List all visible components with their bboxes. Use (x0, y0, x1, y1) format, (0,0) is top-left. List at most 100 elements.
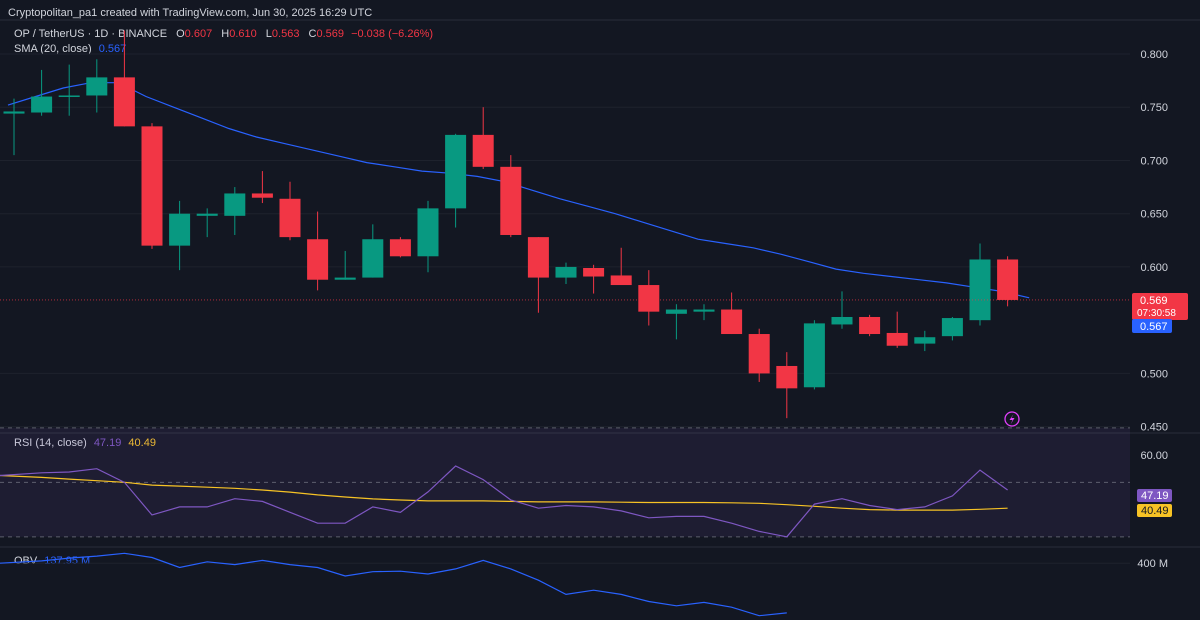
last-price-label: 0.569 (1140, 295, 1168, 307)
candle-body (169, 213, 191, 246)
rsi-tick-label: 60.00 (1140, 450, 1168, 462)
candle (389, 237, 411, 258)
chart-credit: Cryptopolitan_pa1 created with TradingVi… (8, 7, 373, 19)
candle-body (251, 193, 273, 198)
candle-body (3, 111, 25, 114)
low-label: L (265, 28, 272, 40)
price-label-box (1132, 292, 1188, 320)
candle (169, 200, 191, 271)
candle (500, 155, 522, 238)
candle (279, 181, 301, 241)
candle (362, 224, 384, 278)
rsi-line (0, 465, 1008, 538)
candle (555, 262, 577, 284)
candle (997, 256, 1019, 307)
candle-body (610, 275, 632, 286)
high-label: H (221, 28, 230, 40)
candle (583, 264, 605, 294)
candle (472, 107, 494, 169)
candle (610, 247, 632, 286)
candle-body (638, 285, 660, 312)
candle-body (555, 266, 577, 278)
candle (693, 304, 715, 321)
candle-body (445, 134, 467, 209)
candle-body (224, 193, 246, 216)
candle-body (803, 323, 825, 388)
candle (638, 270, 660, 326)
candle (831, 291, 853, 329)
obv-line (0, 552, 787, 617)
candle (86, 59, 108, 113)
rsi-legend[interactable]: RSI (14, close) 47.19 40.49 (14, 437, 156, 449)
candle-body (472, 134, 494, 167)
candle (307, 211, 329, 291)
sma-legend[interactable]: SMA (20, close) 0.567 (14, 43, 126, 55)
price-tick-label: 0.500 (1140, 368, 1168, 380)
symbol-name[interactable]: OP / TetherUS · 1D · BINANCE (14, 28, 168, 40)
price-tick-label: 0.450 (1140, 422, 1168, 434)
candle-body (31, 96, 53, 113)
sma-value: 0.567 (98, 43, 127, 55)
close-label: C (308, 28, 317, 40)
candle (113, 30, 135, 127)
candle (776, 352, 798, 419)
candle-body (86, 77, 108, 96)
candle-body (527, 237, 549, 278)
open-label: O (176, 28, 185, 40)
candle-body (141, 126, 163, 246)
alert-icon (1004, 411, 1020, 427)
candle (886, 311, 908, 348)
rsi-ma-line (0, 474, 1008, 511)
price-tick-label: 0.650 (1140, 209, 1168, 221)
candle-body (334, 277, 356, 280)
obv-tick-label: 400 M (1137, 558, 1168, 570)
candle (196, 208, 218, 238)
candle-body (389, 239, 411, 257)
rsi-value: 47.19 (93, 437, 122, 449)
candle (941, 316, 963, 341)
low-value: 0.563 (271, 28, 300, 40)
candle-body (583, 268, 605, 277)
candle (721, 292, 743, 335)
open-value: 0.607 (184, 28, 213, 40)
candle (969, 243, 991, 326)
sma-price-label: 0.567 (1140, 321, 1168, 333)
rsi-ma-label-box (1137, 504, 1172, 517)
candle (914, 330, 936, 352)
lightning-icon (1009, 414, 1015, 425)
candle (417, 200, 439, 273)
symbol-legend: OP / TetherUS · 1D · BINANCE O0.607 H0.6… (14, 28, 433, 40)
rsi-price-label: 47.19 (1141, 490, 1169, 502)
candle (859, 314, 881, 337)
rsi-band-fill (0, 427, 1130, 537)
candle-body (886, 332, 908, 346)
candle-body (941, 318, 963, 337)
candle-body (196, 213, 218, 216)
candle-body (776, 365, 798, 389)
candle-body (362, 239, 384, 278)
rsi-label-box (1137, 489, 1172, 502)
candle-body (417, 208, 439, 257)
candle (3, 98, 25, 156)
price-tick-label: 0.800 (1140, 49, 1168, 61)
change-value: −0.038 (−6.26%) (351, 28, 434, 40)
candle-body (307, 239, 329, 280)
candle-body (748, 334, 770, 374)
candle-body (113, 77, 135, 127)
candle (748, 328, 770, 382)
candle (665, 304, 687, 340)
sma-label-box (1132, 318, 1172, 333)
candle-body (914, 337, 936, 344)
price-tick-label: 0.750 (1140, 102, 1168, 114)
candle-body (279, 198, 301, 238)
sma-label: SMA (20, close) (14, 43, 92, 55)
countdown-label: 07:30:58 (1137, 308, 1176, 319)
price-tick-label: 0.600 (1140, 262, 1168, 274)
high-value: 0.610 (229, 28, 257, 40)
candle-body (859, 316, 881, 335)
candle-body (721, 309, 743, 335)
candle (527, 237, 549, 313)
candle-body (693, 309, 715, 312)
candle (445, 133, 467, 228)
